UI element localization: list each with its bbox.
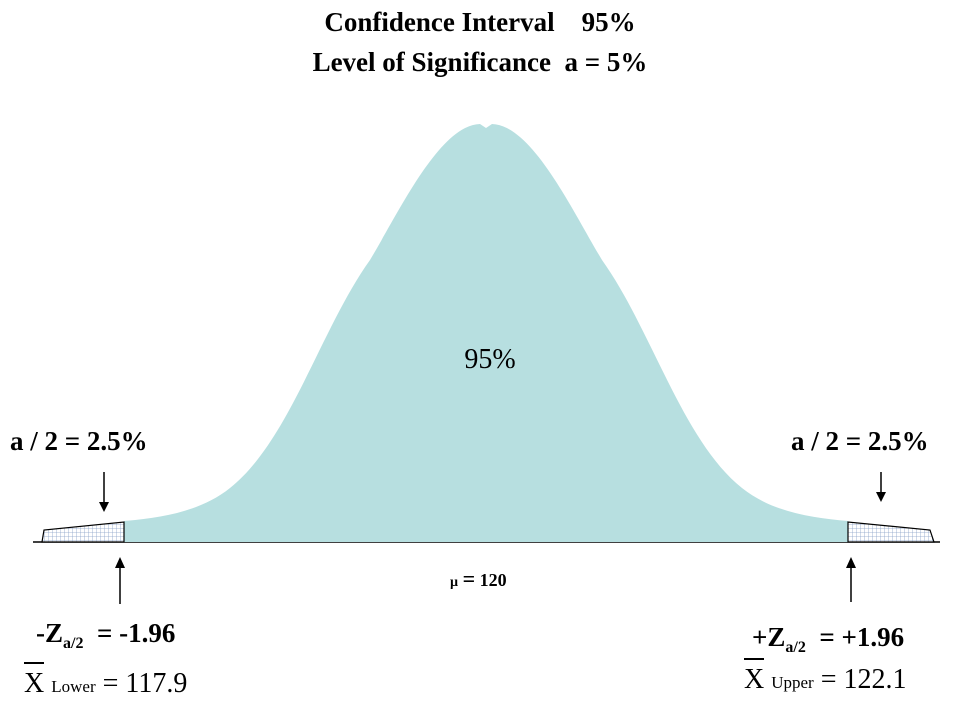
tail-left-label: a / 2 = 2.5% xyxy=(10,426,148,456)
x-upper-sub: Upper xyxy=(771,673,814,692)
x-lower-symbol: X xyxy=(24,662,45,699)
arrow-left-bottom xyxy=(115,557,125,604)
x-upper-label: X Upper = 122.1 xyxy=(744,658,907,696)
mean-label: µ = 120 xyxy=(450,566,507,592)
arrow-right-top xyxy=(876,472,886,502)
arrow-left-top xyxy=(99,472,109,512)
z-upper-prefix: +Z xyxy=(752,622,786,652)
z-upper-sub: a/2 xyxy=(785,639,806,656)
title-line-2: Level of Significance a = 5% xyxy=(312,47,648,77)
z-lower-label: -Za/2 = -1.96 xyxy=(36,618,175,653)
mu-equals: = xyxy=(462,566,476,591)
tail-left-region xyxy=(41,521,125,543)
z-lower-prefix: -Z xyxy=(36,618,63,648)
z-upper-label: +Za/2 = +1.96 xyxy=(752,622,904,657)
x-lower-label: X Lower = 117.9 xyxy=(24,662,188,700)
tail-right-region xyxy=(847,521,935,543)
z-lower-sub: a/2 xyxy=(63,635,84,652)
tail-right-label: a / 2 = 2.5% xyxy=(791,426,929,456)
x-upper-value: = 122.1 xyxy=(820,664,907,695)
mu-value: 120 xyxy=(479,570,507,590)
title-line-1: Confidence Interval 95% xyxy=(324,7,636,37)
center-percent-label: 95% xyxy=(464,344,516,375)
z-upper-value: = +1.96 xyxy=(805,622,905,652)
curve-center-region xyxy=(124,124,848,542)
x-lower-value: = 117.9 xyxy=(102,668,188,699)
x-upper-symbol: X xyxy=(744,658,765,695)
z-lower-value: = -1.96 xyxy=(83,618,176,648)
x-lower-sub: Lower xyxy=(51,677,96,696)
arrow-right-bottom xyxy=(846,557,856,602)
mu-symbol: µ xyxy=(450,575,459,590)
